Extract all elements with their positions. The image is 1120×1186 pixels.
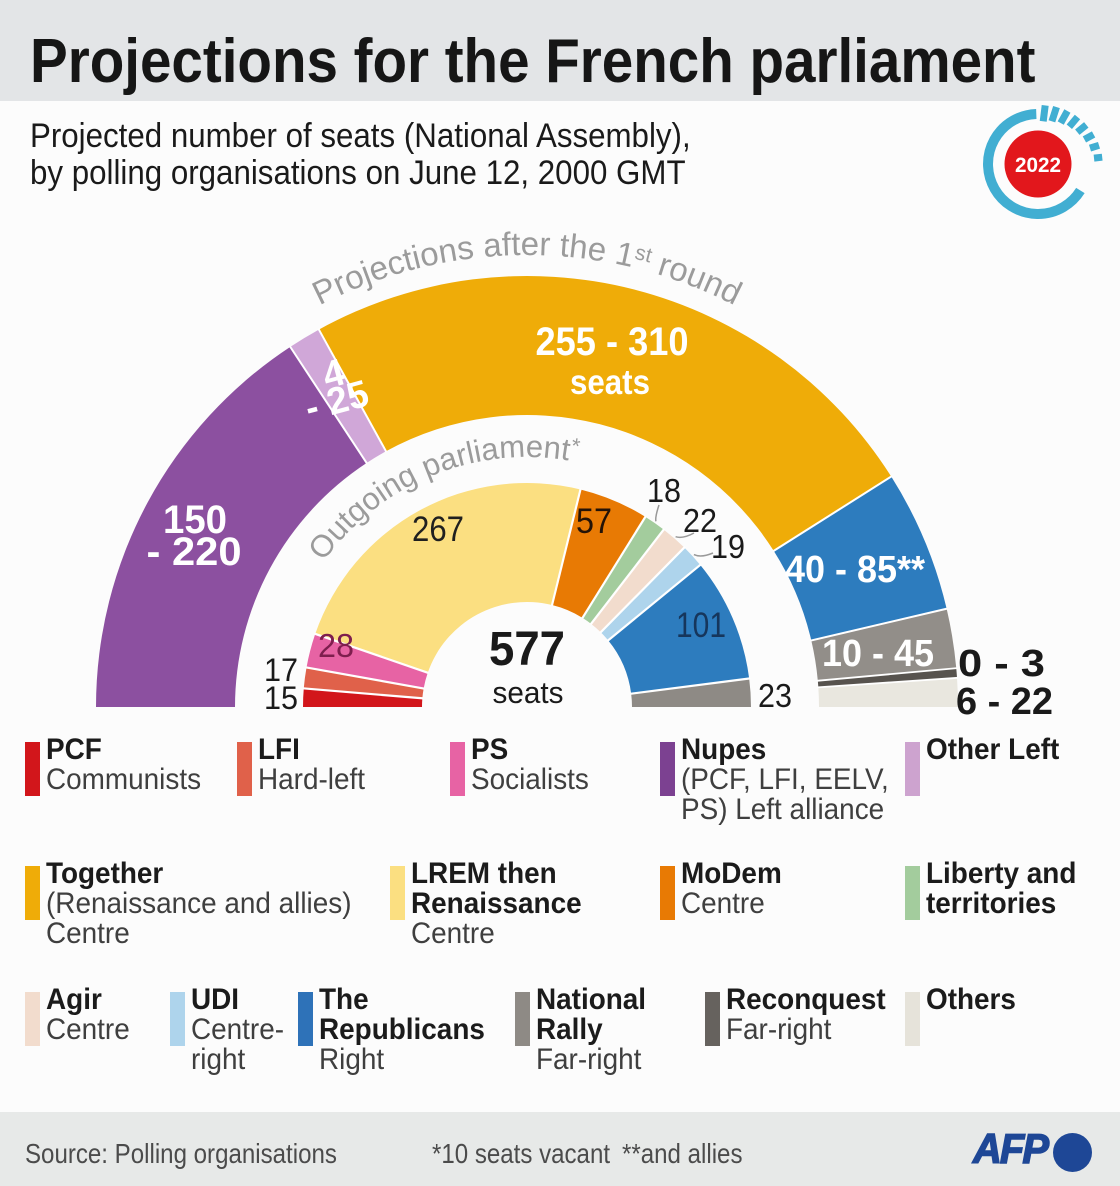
svg-text:577: 577	[489, 623, 565, 676]
svg-text:seats: seats	[570, 363, 650, 402]
svg-text:15: 15	[264, 680, 298, 716]
svg-text:6 - 22: 6 - 22	[956, 681, 1053, 723]
svg-text:40 - 85**: 40 - 85**	[785, 549, 925, 591]
svg-text:18: 18	[647, 472, 681, 509]
svg-text:150: 150	[163, 498, 227, 542]
svg-text:10 - 45: 10 - 45	[822, 633, 934, 675]
svg-text:0 - 3: 0 - 3	[958, 643, 1045, 685]
svg-text:2022: 2022	[1015, 154, 1061, 177]
svg-text:255 - 310: 255 - 310	[536, 320, 689, 364]
svg-text:23: 23	[758, 677, 792, 714]
svg-text:101: 101	[676, 606, 726, 645]
svg-text:57: 57	[576, 502, 612, 541]
svg-text:28: 28	[318, 627, 354, 664]
svg-text:19: 19	[711, 528, 745, 565]
svg-text:267: 267	[412, 510, 464, 549]
svg-text:- 220: - 220	[147, 530, 242, 574]
svg-text:17: 17	[264, 652, 298, 688]
svg-text:seats: seats	[493, 675, 564, 710]
svg-text:22: 22	[683, 502, 717, 539]
